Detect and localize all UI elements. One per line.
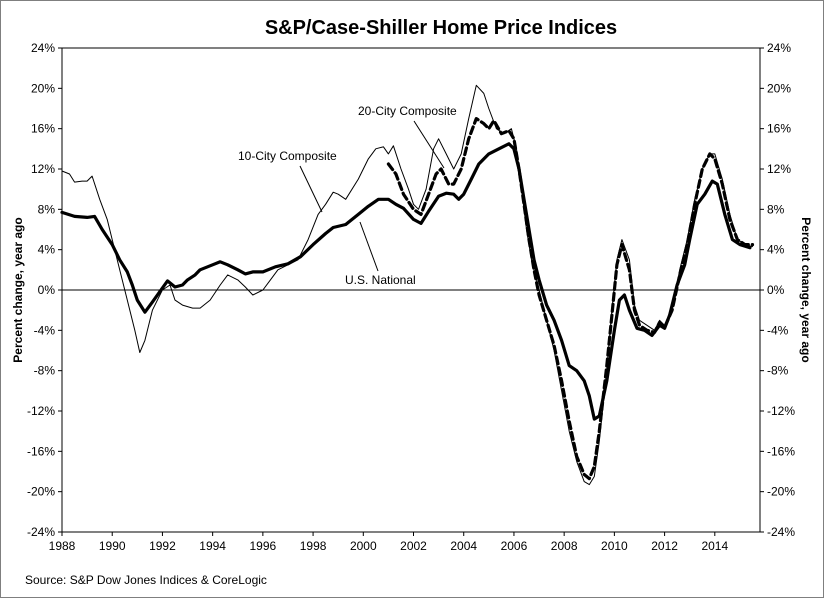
y-tick-right-label: -16% [767, 444, 795, 458]
y-tick-left-label: -20% [27, 485, 55, 499]
x-tick-label: 2010 [601, 539, 628, 553]
y-tick-left-label: 16% [31, 122, 55, 136]
y-tick-left-label: -4% [34, 323, 56, 337]
x-tick-label: 1996 [250, 539, 277, 553]
annotation-20-city-label: 20-City Composite [358, 104, 457, 118]
y-axis-label-right: Percent change, year ago [799, 217, 813, 362]
y-tick-right-label: 24% [767, 41, 791, 55]
x-tick-label: 2004 [450, 539, 477, 553]
chart-title: S&P/Case-Shiller Home Price Indices [265, 17, 617, 39]
y-tick-left-label: 12% [31, 162, 55, 176]
y-tick-right-label: 8% [767, 202, 785, 216]
y-tick-right-label: 20% [767, 81, 791, 95]
annotation-us-national-label: U.S. National [345, 273, 416, 287]
x-tick-label: 1994 [199, 539, 226, 553]
x-tick-label: 2008 [551, 539, 578, 553]
series-line-u-s-national [60, 142, 752, 421]
y-tick-left-label: 24% [31, 41, 55, 55]
source-note: Source: S&P Dow Jones Indices & CoreLogi… [25, 573, 267, 587]
x-tick-label: 1992 [149, 539, 176, 553]
y-tick-left-label: -12% [27, 404, 55, 418]
annotation-10-city-leader [299, 165, 323, 213]
series-layer [60, 84, 755, 486]
annotation-10-city: 10-City Composite [238, 149, 337, 213]
x-tick-label: 2002 [400, 539, 427, 553]
x-tick-label: 2006 [501, 539, 528, 553]
y-axis-right: -24% -20% -16% -12% -8% -4% 0% 4% 8% 12% 16% 20% 24% [760, 41, 795, 539]
x-tick-label: 2012 [651, 539, 678, 553]
x-tick-label: 2014 [701, 539, 728, 553]
x-axis: 1988 1990 1992 1994 1996 1998 2000 2002 2004 2006… [49, 532, 728, 553]
x-tick-label: 1990 [99, 539, 126, 553]
y-tick-right-label: -12% [767, 404, 795, 418]
y-tick-right-label: -8% [767, 364, 789, 378]
y-axis-left: -24% -20% -16% -12% -8% -4% 0% 4% 8% 12% 16% 20% 24% [27, 41, 62, 539]
y-tick-right-label: -24% [767, 525, 795, 539]
y-tick-right-label: 4% [767, 243, 785, 257]
y-tick-right-label: 12% [767, 162, 791, 176]
series-line-20-city-composite [386, 117, 755, 481]
y-tick-right-label: -20% [767, 485, 795, 499]
y-tick-right-label: 0% [767, 283, 785, 297]
x-tick-label: 1988 [49, 539, 76, 553]
y-axis-label-left: Percent change, year ago [11, 217, 25, 362]
y-tick-left-label: 0% [38, 283, 56, 297]
y-tick-left-label: -16% [27, 444, 55, 458]
x-tick-label: 1998 [300, 539, 327, 553]
annotation-20-city-leader [413, 120, 445, 169]
y-tick-left-label: 4% [38, 243, 56, 257]
x-tick-label: 2000 [350, 539, 377, 553]
y-tick-left-label: -24% [27, 525, 55, 539]
annotation-20-city: 20-City Composite [358, 104, 457, 169]
y-tick-right-label: -4% [767, 323, 789, 337]
y-tick-left-label: 8% [38, 202, 56, 216]
y-tick-left-label: 20% [31, 81, 55, 95]
y-tick-right-label: 16% [767, 122, 791, 136]
annotation-us-national-leader [359, 221, 379, 272]
annotation-us-national: U.S. National [345, 221, 416, 287]
annotation-10-city-label: 10-City Composite [238, 149, 337, 163]
y-tick-left-label: -8% [34, 364, 56, 378]
